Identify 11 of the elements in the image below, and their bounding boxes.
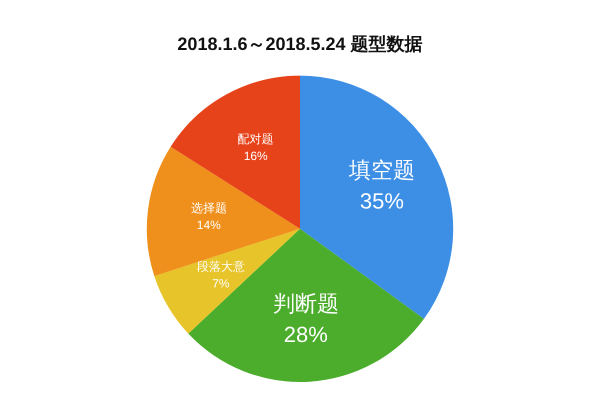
- data-label: 16%: [244, 148, 268, 163]
- slice-label: 选择题: [190, 201, 227, 216]
- chart-title: 2018.1.6～2018.5.24 题型数据: [177, 34, 423, 54]
- slice-label: 填空题: [348, 158, 415, 183]
- data-label: 14%: [196, 218, 222, 232]
- slice-label: 配对题: [238, 132, 274, 146]
- data-label: 7%: [212, 276, 230, 290]
- data-label: 28%: [284, 322, 328, 347]
- slice-label: 段落大意: [196, 260, 245, 274]
- slice-label: 判断题: [272, 291, 339, 316]
- data-label: 35%: [360, 188, 404, 214]
